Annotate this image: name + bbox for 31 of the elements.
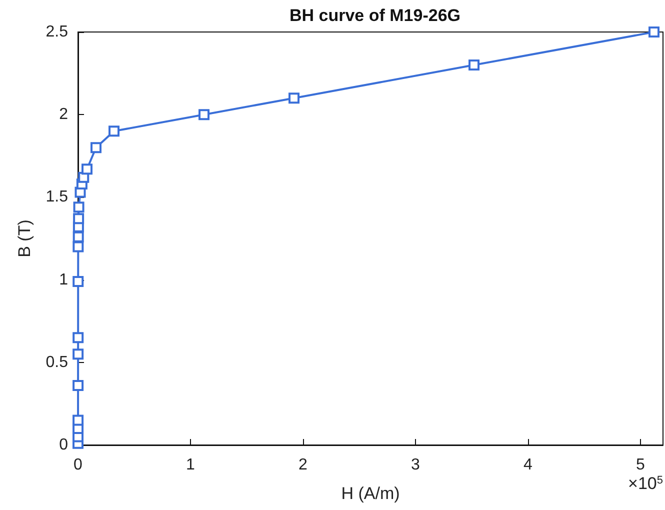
point (288, 92, 300, 104)
chart-title: BH curve of M19-26G (290, 6, 460, 25)
y-tick-label: 2.5 (46, 24, 68, 40)
point (90, 142, 102, 154)
point (73, 202, 84, 213)
x-tick-label: 3 (411, 456, 420, 474)
y-axis-title: B (T) (15, 220, 34, 258)
point (82, 164, 92, 175)
x-tick-label: 4 (524, 456, 533, 474)
y-tick-label: 0 (59, 436, 68, 454)
point (72, 348, 84, 360)
point (72, 276, 84, 287)
x-tick-label: 0 (74, 456, 83, 474)
point (108, 126, 120, 137)
y-tick-label: 1 (59, 271, 68, 288)
x-tick-label: 2 (298, 456, 308, 474)
point (72, 241, 84, 252)
point (72, 414, 84, 426)
point (73, 213, 84, 224)
point (468, 60, 480, 71)
point (198, 109, 210, 120)
y-tick-label: 1.5 (46, 188, 68, 206)
point (72, 332, 84, 344)
x-tick-label: 1 (186, 456, 196, 474)
x-axis-title: H (A/m) (341, 484, 400, 503)
point (72, 380, 84, 392)
y-tick-label: 0.5 (46, 354, 68, 371)
point (72, 231, 84, 242)
point (648, 26, 660, 38)
x-tick-label: 5 (636, 456, 646, 474)
y-tick-label: 2 (59, 106, 68, 124)
